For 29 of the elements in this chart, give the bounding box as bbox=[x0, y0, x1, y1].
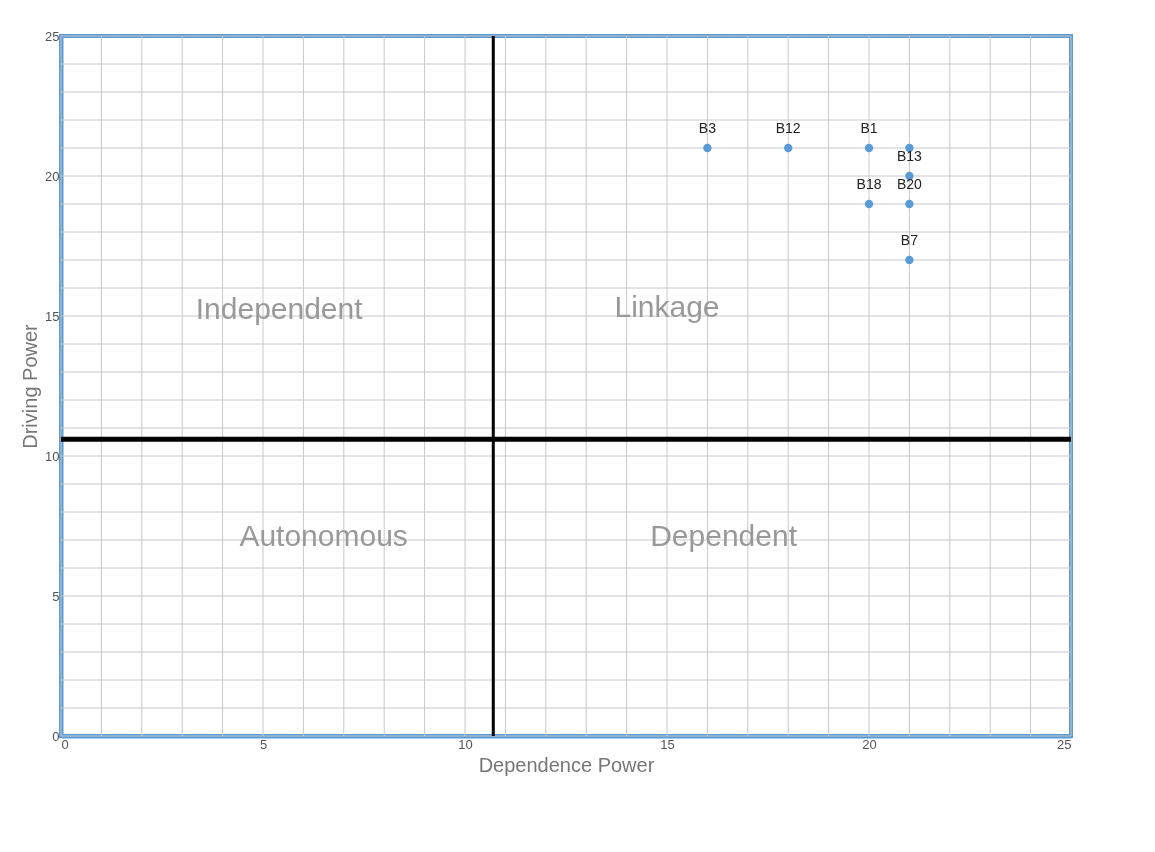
point bbox=[703, 143, 712, 153]
annotation: B20 bbox=[896, 176, 923, 192]
annotation: Autonomous bbox=[239, 519, 408, 553]
y-tick-label: 25 bbox=[45, 28, 60, 44]
y-tick-label: 15 bbox=[45, 308, 60, 324]
y-axis-title: Driving Power bbox=[19, 323, 42, 449]
point bbox=[864, 143, 874, 153]
annotation: B13 bbox=[896, 148, 923, 164]
annotation: Independent bbox=[195, 292, 364, 326]
x-tick-label: 20 bbox=[862, 736, 877, 752]
point bbox=[784, 143, 793, 153]
point bbox=[864, 199, 874, 209]
annotation: B12 bbox=[775, 120, 801, 136]
annotation: B7 bbox=[900, 232, 919, 248]
point bbox=[905, 199, 914, 209]
annotation: B3 bbox=[698, 120, 717, 136]
point bbox=[905, 255, 914, 265]
x-tick-label: 10 bbox=[458, 736, 473, 752]
annotation: Linkage bbox=[614, 289, 720, 323]
x-tick-label: 15 bbox=[660, 736, 675, 752]
annotation: B1 bbox=[860, 120, 878, 136]
y-tick-label: 20 bbox=[45, 168, 60, 184]
y-tick-label: 10 bbox=[45, 448, 60, 464]
y-tick-label: 5 bbox=[52, 588, 60, 604]
x-tick-label: 25 bbox=[1057, 736, 1072, 752]
x-axis-title: Dependence Power bbox=[478, 753, 655, 776]
annotation: Dependent bbox=[650, 519, 798, 553]
annotation: B18 bbox=[856, 176, 882, 192]
x-tick-label: 5 bbox=[259, 736, 268, 752]
